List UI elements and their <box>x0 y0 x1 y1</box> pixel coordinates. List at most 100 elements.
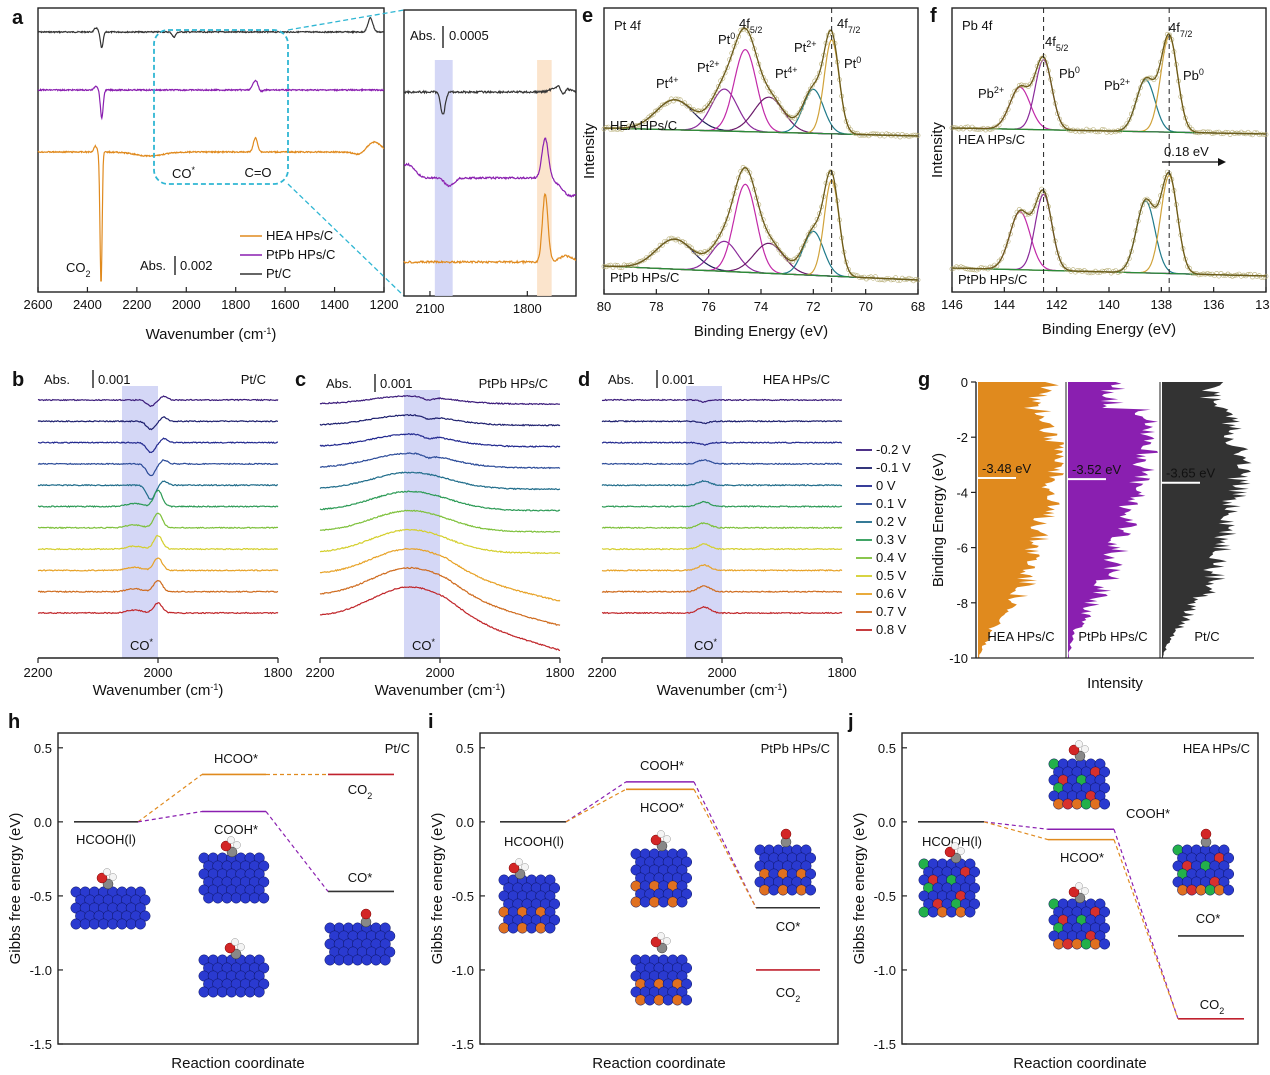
panel-b-scale-label: Abs. <box>44 372 70 387</box>
panel-d-band <box>686 386 722 658</box>
panel-j-level-label: HCOOH(l) <box>922 834 982 849</box>
atom <box>927 906 939 918</box>
panel-g-tick-label: -10 <box>949 651 968 666</box>
co-molecule <box>1200 828 1212 840</box>
panel-a-callout-line <box>287 9 405 31</box>
panel-f-data-point <box>1142 197 1148 203</box>
panel-f-data-point <box>1200 129 1206 134</box>
panel-c-potential-trace <box>319 528 561 555</box>
panel-a-legend-label: PtPb HPs/C <box>266 247 335 262</box>
panel-a-annotation-co2: CO2 <box>66 260 91 279</box>
panel-f-data-point <box>1140 78 1145 84</box>
panel-i-level-label: CO* <box>776 919 801 934</box>
atom <box>1089 798 1101 810</box>
hcooh-molecule <box>103 868 111 876</box>
panel-g-series-label: PtPb HPs/C <box>1078 629 1147 644</box>
panel-e-data-point <box>906 275 912 281</box>
atom <box>333 954 345 966</box>
panel-i-y-axis-label: Gibbs free energy (eV) <box>429 813 446 965</box>
panel-d-tick-label: 2000 <box>708 665 737 680</box>
panel-a-inset-scale-label: Abs. <box>410 28 436 43</box>
panel-f-data-point <box>1019 82 1024 88</box>
panel-f-data-point <box>1095 129 1101 135</box>
panel-e-tick-label: 70 <box>858 299 872 314</box>
potential-legend-label: 0.7 V <box>876 604 907 619</box>
panel-e-tick-label: 78 <box>649 299 663 314</box>
panel-e-x-axis-label: Binding Energy (eV) <box>694 323 828 340</box>
atom <box>370 954 382 966</box>
panel-d-scale-label: Abs. <box>608 372 634 387</box>
atom <box>681 994 693 1006</box>
panel-f-data-point <box>1205 129 1211 135</box>
panel-e-data-point <box>639 258 645 264</box>
panel-h-x-axis-label: Reaction coordinate <box>171 1055 304 1072</box>
panel-a-inset-scale-value: 0.0005 <box>449 28 489 43</box>
atom <box>203 892 215 904</box>
panel-f-data-point <box>1261 274 1267 280</box>
atom <box>88 918 100 930</box>
panel-i-tick-label: -1.0 <box>452 963 474 978</box>
atom <box>1062 798 1074 810</box>
panel-a-series-ptpb <box>37 79 385 121</box>
panel-e-data-point <box>873 131 878 137</box>
atom <box>379 954 391 966</box>
panel-f-data-point <box>976 127 982 133</box>
potential-legend-label: 0.2 V <box>876 514 907 529</box>
panel-label-h: h <box>8 711 20 733</box>
panel-a-callout-box <box>153 29 289 185</box>
atom <box>918 906 930 918</box>
panel-e-data-point <box>796 110 802 116</box>
panel-e-frame <box>603 7 919 295</box>
panel-e-data-point <box>792 256 797 262</box>
panel-a-x-tick-label: 2000 <box>172 297 201 312</box>
cooh-molecule <box>233 841 241 849</box>
cooh-molecule <box>663 835 671 843</box>
panel-f-component <box>952 193 1266 277</box>
atom <box>786 884 798 896</box>
atom <box>653 994 665 1006</box>
panel-e-data-point <box>711 92 717 98</box>
panel-a-x-tick-label: 2400 <box>73 297 102 312</box>
panel-e-data-point <box>608 126 614 132</box>
atom <box>955 906 967 918</box>
panel-e-data-point <box>659 242 665 248</box>
panel-f-data-point <box>1086 270 1092 276</box>
panel-f-envelope <box>952 33 1266 135</box>
panel-c-potential-trace <box>319 490 561 512</box>
panel-f-data-point <box>1088 270 1094 276</box>
panel-e-data-point <box>911 278 916 284</box>
panel-label-j: j <box>847 711 854 733</box>
panel-e-data-point <box>778 105 784 111</box>
atom <box>1204 884 1216 896</box>
panel-f-shift-label: 0.18 eV <box>1164 144 1209 159</box>
panel-f-x-axis-label: Binding Energy (eV) <box>1042 321 1176 338</box>
panel-e-peak-label: 4f7/2 <box>837 16 860 35</box>
panel-e-tick-label: 68 <box>911 299 925 314</box>
panel-a-annotation-co: CO* <box>172 165 196 181</box>
panel-f-peak-label: Pb0 <box>1183 67 1204 83</box>
panel-b-potential-trace <box>37 416 279 431</box>
panel-b-potential-trace <box>37 459 279 477</box>
panel-e-data-point <box>911 132 916 138</box>
panel-d-potential-trace <box>601 398 842 404</box>
panel-f-data-point <box>1214 129 1220 135</box>
panel-i-level-label: HCOOH(l) <box>504 834 564 849</box>
panel-h-y-axis-label: Gibbs free energy (eV) <box>7 813 24 965</box>
panel-e-data-point <box>716 84 721 89</box>
cooh-molecule <box>1081 745 1089 753</box>
panel-a-x-tick-label: 2600 <box>24 297 53 312</box>
panel-e-data-point <box>675 96 681 102</box>
hcoo-molecule <box>1081 887 1089 895</box>
hcoo-molecule <box>1075 882 1083 890</box>
panel-e-data-point <box>617 265 623 270</box>
panel-h-level-label: HCOOH(l) <box>76 832 136 847</box>
panel-f-envelope <box>952 171 1266 277</box>
panel-a-inset-band <box>434 60 453 296</box>
panel-e-data-point <box>810 82 815 88</box>
panel-f-data-point <box>1099 268 1105 274</box>
atom <box>630 896 642 908</box>
panel-i-tick-label: 0.0 <box>456 815 474 830</box>
panel-f-data-point <box>1223 129 1228 135</box>
cooh-molecule <box>227 836 235 844</box>
panel-f-data-point <box>1057 256 1063 262</box>
